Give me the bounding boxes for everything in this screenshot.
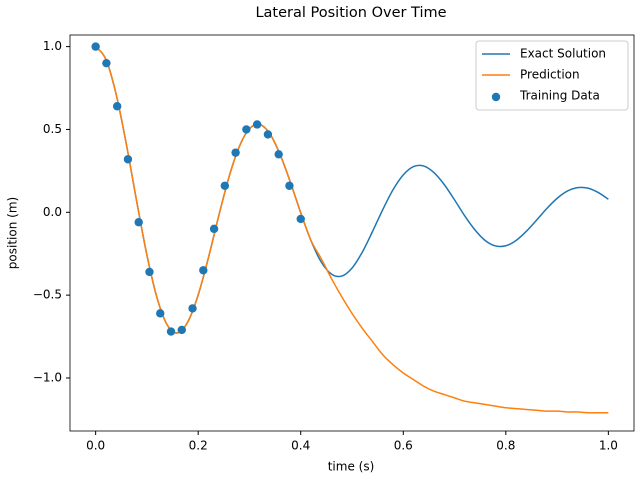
- point: [134, 218, 143, 227]
- point: [112, 102, 122, 111]
- y-tick-label: 0.0: [43, 205, 62, 219]
- point: [156, 309, 165, 318]
- point: [91, 42, 100, 51]
- y-axis-label: position (m): [6, 197, 20, 269]
- point: [177, 325, 186, 335]
- point: [166, 327, 176, 336]
- plot-frame: [69, 34, 635, 432]
- legend-label: Prediction: [520, 68, 580, 82]
- x-tick-label: 0.0: [86, 439, 105, 453]
- point: [263, 130, 273, 139]
- point: [252, 120, 262, 129]
- y-tick-label: 0.5: [43, 122, 62, 136]
- point: [123, 155, 133, 164]
- plot-area: [91, 42, 609, 414]
- x-tick-label: 1.0: [599, 439, 618, 453]
- legend-label: Exact Solution: [520, 47, 606, 61]
- point: [285, 181, 294, 190]
- point: [242, 125, 251, 134]
- point: [188, 304, 197, 313]
- point: [199, 266, 208, 275]
- y-tick-label: 1.0: [43, 39, 62, 53]
- y-tick-label: −1.0: [33, 370, 62, 384]
- x-tick-label: 0.4: [291, 439, 310, 453]
- x-tick-label: 0.6: [394, 439, 413, 453]
- x-tick-label: 0.2: [189, 439, 208, 453]
- point: [209, 224, 219, 234]
- point: [296, 214, 305, 224]
- legend-marker: [491, 92, 501, 102]
- point: [102, 58, 111, 68]
- y-tick-label: −0.5: [33, 288, 62, 302]
- legend-label: Training Data: [519, 89, 600, 103]
- point: [145, 267, 154, 277]
- point: [274, 150, 283, 159]
- chart-title: Lateral Position Over Time: [255, 5, 446, 21]
- point: [220, 181, 230, 190]
- legend-box: [475, 40, 629, 111]
- x-axis-label: time (s): [328, 460, 375, 474]
- x-tick-label: 0.8: [496, 439, 515, 453]
- point: [231, 148, 240, 157]
